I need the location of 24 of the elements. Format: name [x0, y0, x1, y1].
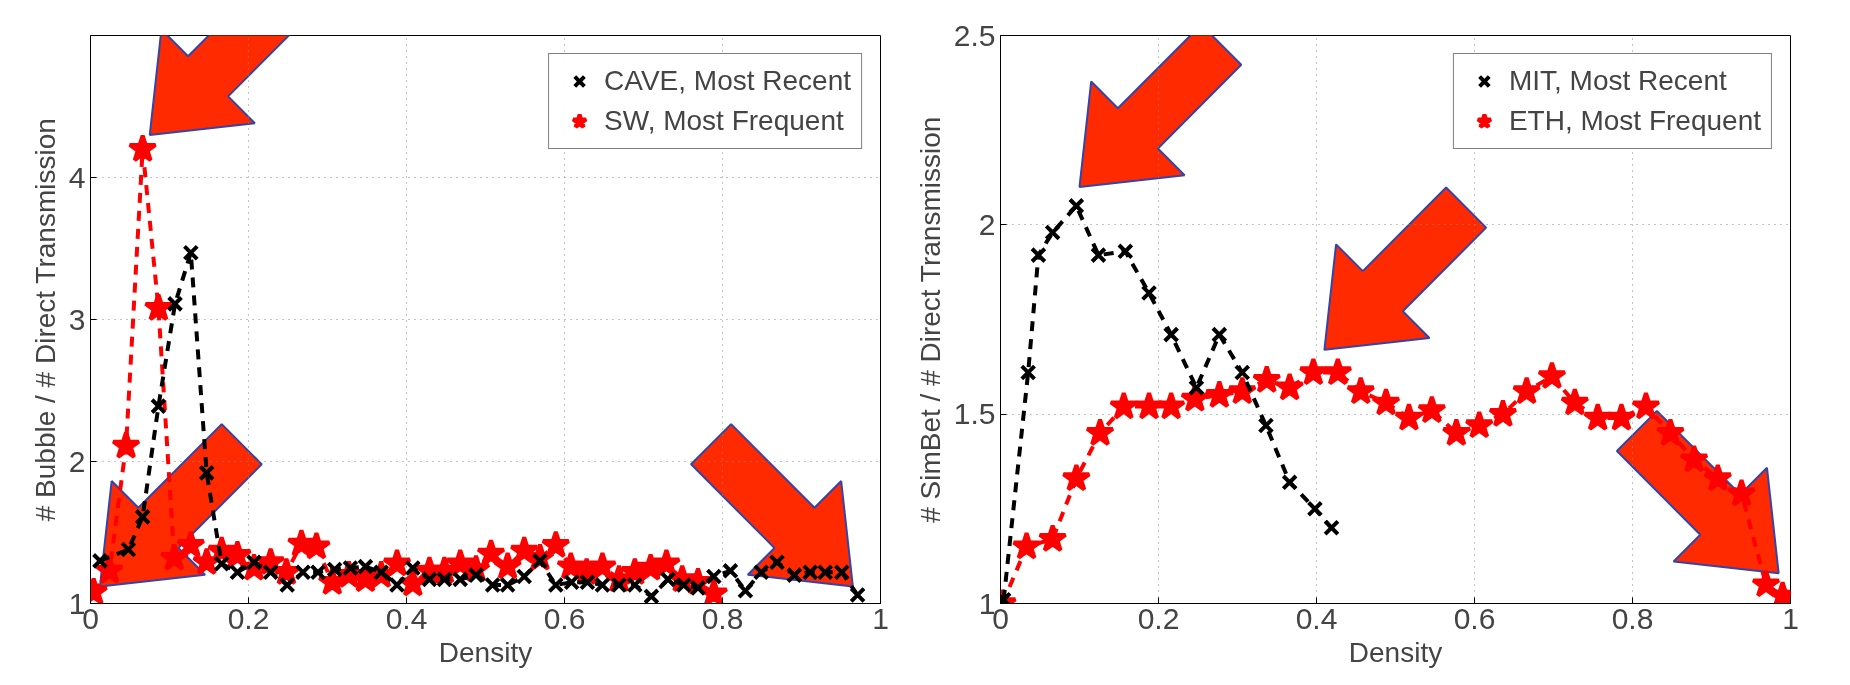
y-tick-label: 3: [68, 302, 86, 336]
legend-label: ETH, Most Frequent: [1508, 104, 1761, 138]
x-tick-label: 0.6: [543, 601, 586, 635]
y-tick-label: 2: [68, 444, 86, 478]
x-tick-label: 1: [1782, 601, 1799, 635]
x-tick-label: 1: [872, 601, 889, 635]
y-tick-label: 2: [978, 207, 996, 241]
x-tick-label: 0.2: [1137, 601, 1180, 635]
y-tick-label: 4: [68, 160, 86, 194]
x-axis-title: Density: [438, 636, 533, 668]
x-tick-label: 0.6: [1453, 601, 1496, 635]
y-axis-title: # SimBet / # Direct Transmission: [914, 116, 946, 523]
y-tick-label: 1.5: [953, 397, 996, 431]
legend-label: MIT, Most Recent: [1508, 64, 1727, 98]
x-tick-label: 0.8: [701, 601, 744, 635]
x-tick-label: 0.4: [385, 601, 428, 635]
x-axis-title: Density: [1348, 636, 1443, 668]
legend-label: CAVE, Most Recent: [604, 64, 851, 98]
x-tick-label: 0.8: [1611, 601, 1654, 635]
x-tick-label: 0.2: [227, 601, 270, 635]
x-tick-label: 0.4: [1295, 601, 1338, 635]
y-tick-label: 2.5: [953, 18, 996, 52]
legend-label: SW, Most Frequent: [604, 104, 844, 138]
y-axis-title: # Bubble / # Direct Transmission: [29, 118, 61, 522]
